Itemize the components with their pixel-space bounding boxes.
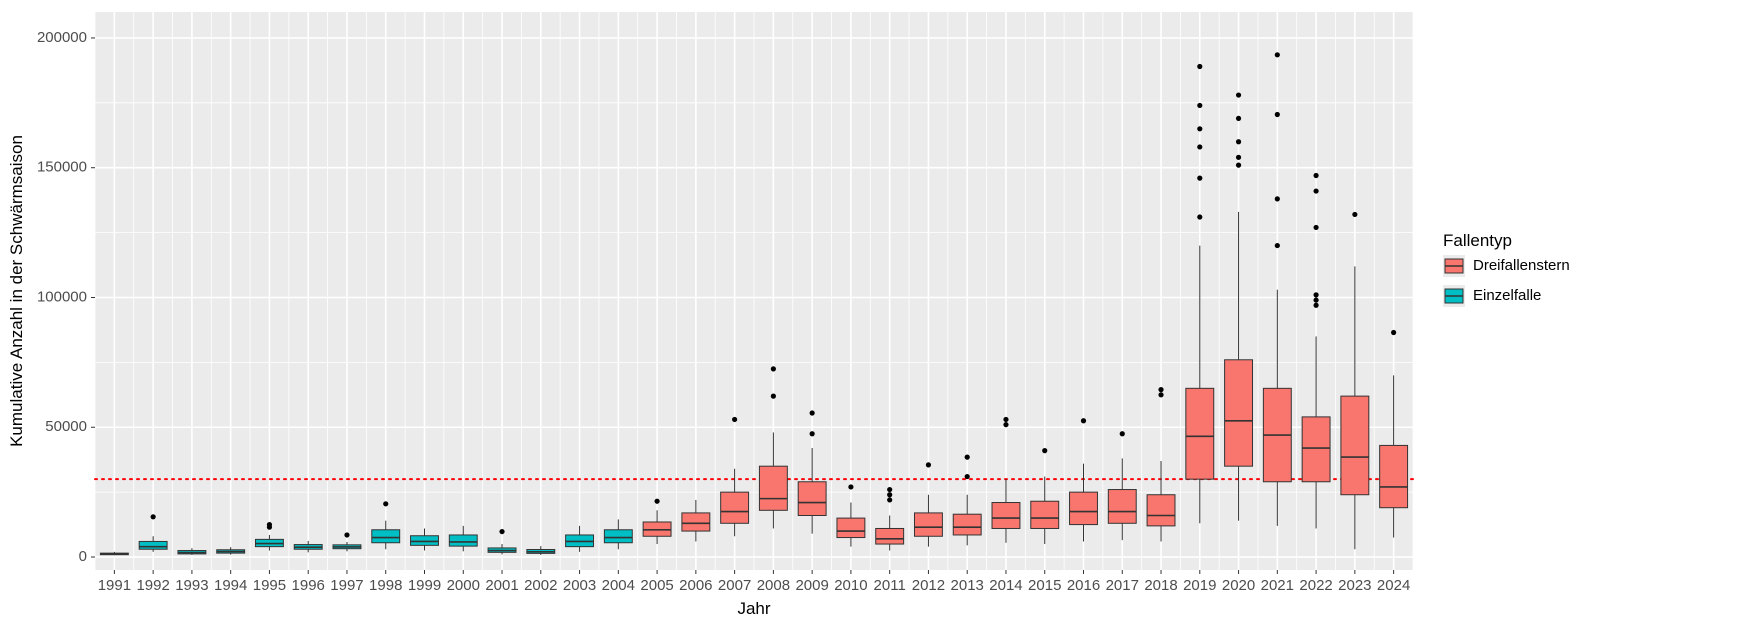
x-tick-label: 2006	[679, 577, 712, 594]
x-tick-label: 2003	[563, 577, 596, 594]
legend-item-label: Einzelfalle	[1473, 287, 1541, 304]
x-axis-title: Jahr	[737, 599, 770, 618]
x-tick-label: 2013	[951, 577, 984, 594]
y-tick-label: 100000	[37, 288, 87, 305]
x-tick-label: 2009	[795, 577, 828, 594]
x-tick-label: 2024	[1377, 577, 1410, 594]
x-tick-label: 1996	[292, 577, 325, 594]
x-tick-label: 2020	[1222, 577, 1255, 594]
chart-container: 0 50000 100000 150000 200000 1991 1992 1993 1994…	[0, 0, 1760, 640]
x-tick-label: 1995	[253, 577, 286, 594]
x-tick-label: 2012	[912, 577, 945, 594]
x-tick-label: 2004	[602, 577, 635, 594]
legend-title: Fallentyp	[1443, 231, 1512, 250]
x-tick-label: 2023	[1338, 577, 1371, 594]
y-tick-label: 0	[79, 548, 87, 565]
y-axis-title: Kumulative Anzahl in der Schwärmsaison	[7, 135, 26, 447]
y-tick-label: 150000	[37, 159, 87, 176]
x-tick-label: 2016	[1067, 577, 1100, 594]
x-tick-label: 2022	[1299, 577, 1332, 594]
x-tick-label: 2008	[757, 577, 790, 594]
x-tick-label: 2019	[1183, 577, 1216, 594]
x-tick-label: 2001	[485, 577, 518, 594]
x-tick-label: 2014	[989, 577, 1022, 594]
x-tick-label: 1993	[175, 577, 208, 594]
x-tick-label: 2010	[834, 577, 867, 594]
x-tick-label: 2005	[640, 577, 673, 594]
x-tick-label: 1992	[136, 577, 169, 594]
x-tick-label: 2018	[1144, 577, 1177, 594]
y-tick-label: 50000	[45, 418, 87, 435]
x-tick-label: 2011	[874, 577, 906, 594]
x-tick-label: 1997	[330, 577, 363, 594]
y-tick-label: 200000	[37, 29, 87, 46]
x-tick-label: 2000	[447, 577, 480, 594]
x-tick-label: 2015	[1028, 577, 1061, 594]
x-tick-label: 1994	[214, 577, 247, 594]
boxplot-chart: 0 50000 100000 150000 200000 1991 1992 1993 1994…	[0, 0, 1760, 640]
legend-item-label: Dreifallenstern	[1473, 257, 1570, 274]
legend: Fallentyp Dreifallenstern Einzelfalle	[1443, 231, 1570, 307]
x-tick-label: 2017	[1106, 577, 1139, 594]
x-tick-label: 2002	[524, 577, 557, 594]
x-tick-label: 2021	[1261, 577, 1294, 594]
x-tick-label: 1999	[408, 577, 441, 594]
x-tick-label: 1991	[98, 577, 131, 594]
x-tick-label: 2007	[718, 577, 751, 594]
x-tick-label: 1998	[369, 577, 402, 594]
